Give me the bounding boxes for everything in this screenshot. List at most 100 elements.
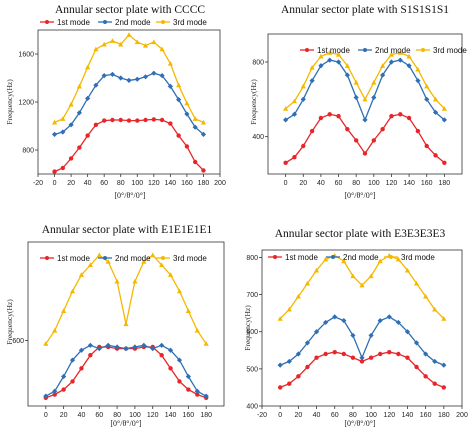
x-tick-label: 60 — [331, 412, 339, 419]
data-point-mode-3 — [118, 41, 124, 47]
data-point-mode-3 — [318, 53, 324, 59]
x-tick-label: 180 — [198, 180, 210, 187]
data-point-mode-3 — [304, 280, 311, 286]
data-point-mode-2 — [397, 57, 403, 63]
data-point-mode-3 — [277, 316, 283, 321]
legend-label-mode-1: 1st mode — [317, 46, 350, 55]
data-point-mode-2 — [68, 122, 74, 128]
data-point-mode-1 — [371, 138, 377, 143]
data-point-mode-2 — [60, 129, 66, 135]
x-tick-label: 160 — [421, 180, 433, 187]
data-point-mode-2 — [344, 72, 350, 78]
x-tick-label: 140 — [402, 412, 414, 419]
data-point-mode-3 — [151, 39, 157, 45]
data-point-mode-3 — [167, 272, 174, 277]
x-tick-label: 160 — [420, 412, 432, 419]
y-tick-label: 600 — [246, 329, 258, 336]
data-point-mode-2 — [404, 329, 411, 335]
data-point-mode-3 — [341, 258, 347, 264]
data-point-mode-1 — [336, 113, 341, 119]
data-point-mode-2 — [167, 347, 174, 353]
data-point-mode-2 — [118, 75, 124, 81]
data-point-mode-1 — [327, 112, 332, 117]
plot-frame — [37, 29, 221, 175]
data-point-mode-3 — [176, 82, 182, 88]
data-point-mode-2 — [371, 94, 377, 101]
data-point-mode-1 — [406, 115, 412, 121]
data-point-mode-1 — [52, 169, 57, 174]
data-point-mode-2 — [87, 342, 93, 348]
x-tick-label: 20 — [294, 412, 302, 419]
data-point-mode-2 — [424, 96, 430, 102]
x-tick-label: 200 — [456, 412, 468, 419]
data-point-mode-2 — [441, 362, 447, 368]
data-point-mode-3 — [350, 273, 356, 279]
legend-label-mode-2: 2nd mode — [375, 46, 411, 55]
x-tick-label: 40 — [84, 180, 92, 187]
data-point-mode-3 — [377, 258, 383, 264]
y-tick-label: 800 — [252, 60, 264, 67]
data-point-mode-3 — [159, 262, 165, 268]
x-tick-label: 80 — [352, 180, 360, 187]
data-point-mode-1 — [292, 155, 297, 160]
x-axis-label: [0°/θ°/0°] — [344, 191, 376, 200]
data-point-mode-3 — [141, 259, 147, 264]
data-point-mode-1 — [151, 117, 157, 122]
data-point-mode-1 — [126, 118, 132, 123]
data-point-mode-1 — [405, 355, 410, 360]
y-tick-label: 400 — [252, 134, 264, 141]
series-line-mode-1 — [45, 346, 207, 399]
data-point-mode-1 — [60, 165, 66, 171]
data-point-mode-3 — [327, 50, 333, 55]
data-point-mode-1 — [368, 355, 374, 360]
data-point-mode-3 — [142, 43, 149, 48]
data-point-mode-1 — [79, 366, 84, 371]
x-tick-label: 0 — [284, 180, 288, 187]
legend-label-mode-3: 3rd mode — [173, 254, 207, 263]
data-point-mode-2 — [377, 317, 383, 324]
data-point-mode-1 — [341, 351, 347, 357]
data-point-mode-2 — [441, 117, 447, 123]
chart-panel-2: Annular sector plate with S1S1S1S1 0 20 40 6… — [249, 4, 467, 200]
data-point-mode-1 — [277, 385, 283, 390]
data-point-mode-3 — [60, 116, 66, 121]
data-point-mode-1 — [350, 355, 356, 360]
chart-title: Annular sector plate with S1S1S1S1 — [281, 4, 449, 16]
y-tick-label: 1200 — [18, 100, 34, 107]
plot-frame — [261, 249, 463, 407]
y-axis-label: Frequency(Hz) — [249, 79, 258, 125]
plot-frame — [27, 241, 225, 407]
data-point-mode-3 — [423, 293, 429, 299]
data-point-mode-1 — [176, 133, 181, 138]
data-point-mode-2 — [101, 73, 107, 79]
data-point-mode-3 — [114, 278, 120, 284]
data-point-mode-1 — [301, 143, 306, 149]
series-line-mode-3 — [45, 254, 207, 345]
x-tick-label: 0 — [53, 180, 57, 187]
x-tick-label: 140 — [165, 180, 177, 187]
data-point-mode-2 — [132, 344, 138, 350]
data-point-mode-1 — [186, 387, 191, 392]
x-tick-label: 0 — [278, 412, 282, 419]
data-point-mode-3 — [87, 262, 93, 268]
data-point-mode-3 — [432, 306, 438, 312]
data-point-mode-2 — [109, 71, 116, 77]
data-point-mode-1 — [168, 121, 173, 126]
y-axis-label: Frequency(Hz) — [5, 299, 14, 345]
x-tick-label: 120 — [148, 180, 160, 187]
x-tick-label: 80 — [349, 412, 357, 419]
x-tick-label: 120 — [386, 180, 398, 187]
data-point-mode-3 — [362, 96, 368, 102]
data-point-mode-1 — [168, 366, 173, 371]
data-point-mode-3 — [368, 273, 374, 279]
data-point-mode-3 — [150, 252, 156, 258]
data-point-mode-1 — [415, 128, 421, 134]
data-point-mode-2 — [114, 344, 120, 350]
data-point-mode-3 — [413, 280, 420, 286]
data-point-mode-1 — [201, 168, 206, 173]
data-point-mode-3 — [85, 64, 91, 70]
y-tick-label: 1600 — [18, 52, 34, 59]
data-point-mode-1 — [143, 117, 148, 123]
data-point-mode-1 — [192, 159, 198, 165]
data-point-mode-2 — [327, 57, 333, 63]
